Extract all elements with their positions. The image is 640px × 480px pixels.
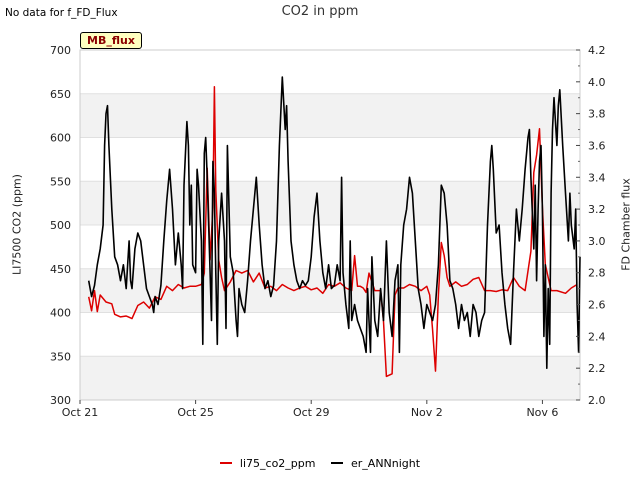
- band-450: [80, 225, 580, 269]
- left-y-axis: 300 350 400 450 500 550 600 650 700: [50, 44, 71, 407]
- left-tick-label: 700: [50, 44, 71, 57]
- right-tick-label: 4.0: [588, 76, 606, 89]
- right-tick-label: 4.2: [588, 44, 606, 57]
- legend-label-li75: li75_co2_ppm: [239, 456, 316, 470]
- series-line-li75_co2_ppm: [87, 86, 578, 378]
- x-tick-label: Oct 29: [293, 406, 330, 419]
- left-tick-label: 400: [50, 307, 71, 320]
- x-tick-label: Nov 2: [411, 406, 443, 419]
- legend-swatch-black: [331, 462, 343, 464]
- left-axis-label: LI7500 CO2 (ppm): [10, 174, 24, 275]
- left-tick-label: 500: [50, 219, 71, 232]
- right-tick-label: 3.4: [588, 171, 606, 184]
- right-tick-label: 2.0: [588, 394, 606, 407]
- x-axis: Oct 21 Oct 25 Oct 29 Nov 2 Nov 6: [62, 400, 558, 419]
- legend-label-er: er_ANNnight: [351, 456, 421, 470]
- right-tick-label: 3.0: [588, 235, 606, 248]
- band-600: [80, 93, 580, 138]
- series-layer: [87, 76, 581, 378]
- band-350: [80, 312, 580, 357]
- legend-item-er: er_ANNnight: [331, 457, 420, 470]
- right-tick-label: 2.4: [588, 330, 606, 343]
- right-axis-label: FD Chamber flux: [619, 178, 633, 271]
- right-tick-label: 3.8: [588, 108, 606, 121]
- right-tick-label: 2.6: [588, 299, 606, 312]
- background-bands: [80, 49, 580, 401]
- band-300: [80, 356, 580, 400]
- x-tick-label: Oct 25: [177, 406, 214, 419]
- right-tick-label: 2.2: [588, 362, 606, 375]
- band-650: [80, 50, 580, 94]
- left-tick-label: 300: [50, 394, 71, 407]
- band-550: [80, 137, 580, 182]
- left-tick-label: 450: [50, 263, 71, 276]
- left-tick-label: 600: [50, 132, 71, 145]
- legend-swatch-red: [219, 462, 232, 464]
- legend: li75_co2_ppm er_ANNnight: [0, 454, 640, 470]
- right-y-axis: 2.0 2.2 2.4 2.6 2.8 3.0 3.2 3.4 3.6 3.8 4.0 4.2: [576, 44, 606, 407]
- series-line-er_ANNnight: [87, 76, 581, 369]
- left-tick-label: 550: [50, 175, 71, 188]
- right-tick-label: 3.6: [588, 139, 606, 152]
- x-tick-label: Oct 21: [62, 406, 99, 419]
- chart-title: CO2 in ppm: [281, 4, 359, 19]
- no-data-note: No data for f_FD_Flux: [5, 7, 118, 19]
- right-tick-label: 3.2: [588, 203, 606, 216]
- mb-flux-tag: MB_flux: [80, 32, 142, 49]
- legend-item-li75: li75_co2_ppm: [219, 456, 316, 470]
- left-tick-label: 350: [50, 350, 71, 363]
- right-tick-label: 2.8: [588, 267, 606, 280]
- x-tick-label: Nov 6: [526, 406, 558, 419]
- band-500: [80, 181, 580, 225]
- left-tick-label: 650: [50, 88, 71, 101]
